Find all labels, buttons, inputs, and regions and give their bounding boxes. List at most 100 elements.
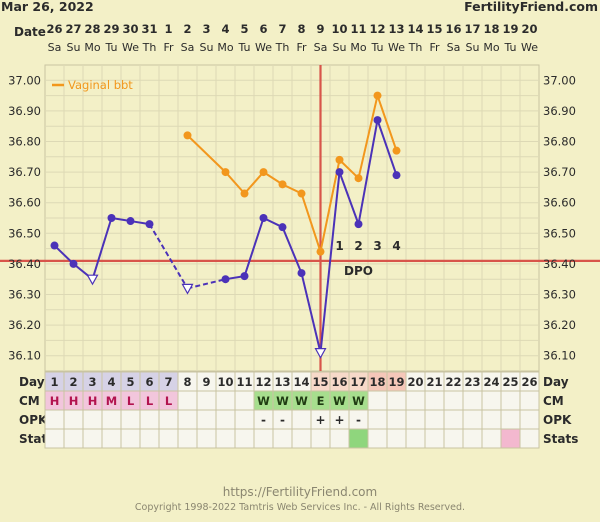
- date-label: 18: [483, 22, 499, 36]
- stats-cell[interactable]: [272, 428, 293, 449]
- opk-cell[interactable]: [234, 409, 255, 430]
- opk-cell[interactable]: [63, 409, 84, 430]
- cm-cell[interactable]: [424, 390, 445, 411]
- opk-cell[interactable]: [291, 409, 312, 430]
- date-label: 9: [316, 22, 324, 36]
- opk-cell[interactable]: [215, 409, 236, 430]
- stats-cell[interactable]: [120, 428, 141, 449]
- opk-value: +: [334, 413, 344, 427]
- stats-cell[interactable]: [462, 428, 483, 449]
- cycle-day-number: 18: [369, 375, 385, 389]
- opk-cell[interactable]: [424, 409, 445, 430]
- stats-cell[interactable]: [139, 428, 160, 449]
- vaginal-bbt-point: [354, 174, 363, 183]
- cycle-day-number: 5: [126, 375, 134, 389]
- cm-value: W: [352, 394, 365, 408]
- bbt-line-segment: [319, 171, 341, 353]
- stats-cell[interactable]: [329, 428, 350, 449]
- stats-cell[interactable]: [253, 428, 274, 449]
- dpo-number: 3: [373, 239, 381, 253]
- bbt-line-segment: [300, 272, 322, 353]
- weekday-label: We: [388, 41, 405, 54]
- stats-cell[interactable]: [348, 428, 369, 449]
- stats-cell[interactable]: [101, 428, 122, 449]
- opk-cell[interactable]: [386, 409, 407, 430]
- opk-cell[interactable]: [82, 409, 103, 430]
- cm-value: W: [295, 394, 308, 408]
- cm-cell[interactable]: [196, 390, 217, 411]
- stats-cell[interactable]: [177, 428, 198, 449]
- cm-cell[interactable]: [500, 390, 521, 411]
- weekday-label: Mo: [217, 41, 233, 54]
- opk-cell[interactable]: [101, 409, 122, 430]
- stats-cell[interactable]: [481, 428, 502, 449]
- bbt-line-segment: [148, 223, 189, 289]
- cm-value: L: [146, 394, 154, 408]
- cm-cell[interactable]: [177, 390, 198, 411]
- dpo-number: 4: [392, 239, 400, 253]
- y-tick-label-right: 36.30: [543, 288, 576, 302]
- stats-cell[interactable]: [405, 428, 426, 449]
- opk-cell[interactable]: [44, 409, 65, 430]
- stats-cell[interactable]: [82, 428, 103, 449]
- cycle-day-number: 10: [217, 375, 233, 389]
- opk-cell[interactable]: [120, 409, 141, 430]
- bbt-point: [373, 116, 382, 125]
- y-tick-label-right: 36.70: [543, 165, 576, 179]
- cm-cell[interactable]: [234, 390, 255, 411]
- opk-cell[interactable]: [462, 409, 483, 430]
- stats-cell[interactable]: [158, 428, 179, 449]
- bbt-line-segment: [53, 244, 75, 265]
- stats-cell[interactable]: [63, 428, 84, 449]
- cm-cell[interactable]: [481, 390, 502, 411]
- date-label: 8: [297, 22, 305, 36]
- date-label: 13: [388, 22, 404, 36]
- cm-cell[interactable]: [443, 390, 464, 411]
- stats-cell[interactable]: [443, 428, 464, 449]
- opk-cell[interactable]: [443, 409, 464, 430]
- bbt-line-segment: [281, 226, 303, 274]
- stats-cell[interactable]: [310, 428, 331, 449]
- date-label: 27: [65, 22, 81, 36]
- vaginal-bbt-point: [221, 168, 230, 177]
- opk-value: -: [261, 413, 266, 427]
- cm-cell[interactable]: [215, 390, 236, 411]
- y-tick-label-right: 37.00: [543, 73, 576, 87]
- stats-cell[interactable]: [291, 428, 312, 449]
- date-label: 29: [103, 22, 119, 36]
- weekday-label: Tu: [104, 41, 117, 54]
- y-tick-label-left: 36.40: [8, 257, 41, 271]
- cm-cell[interactable]: [462, 390, 483, 411]
- stats-cell[interactable]: [367, 428, 388, 449]
- stats-cell[interactable]: [519, 428, 540, 449]
- opk-cell[interactable]: [405, 409, 426, 430]
- cycle-day-number: 25: [502, 375, 518, 389]
- cm-cell[interactable]: [405, 390, 426, 411]
- stats-cell[interactable]: [424, 428, 445, 449]
- opk-cell[interactable]: [519, 409, 540, 430]
- cycle-day-number: 4: [107, 375, 115, 389]
- opk-cell[interactable]: [367, 409, 388, 430]
- stats-cell[interactable]: [500, 428, 521, 449]
- date-label: 1: [164, 22, 172, 36]
- cm-cell[interactable]: [519, 390, 540, 411]
- stats-cell[interactable]: [44, 428, 65, 449]
- weekday-label: Fr: [296, 41, 307, 54]
- bbt-line-segment: [376, 119, 398, 176]
- stats-cell[interactable]: [234, 428, 255, 449]
- opk-cell[interactable]: [500, 409, 521, 430]
- opk-cell[interactable]: [177, 409, 198, 430]
- stats-cell[interactable]: [215, 428, 236, 449]
- opk-cell[interactable]: [139, 409, 160, 430]
- footer-url[interactable]: https://FertilityFriend.com: [222, 485, 378, 499]
- cm-cell[interactable]: [386, 390, 407, 411]
- opk-cell[interactable]: [196, 409, 217, 430]
- opk-cell[interactable]: [158, 409, 179, 430]
- cycle-day-number: 26: [521, 375, 537, 389]
- weekday-label: Sa: [314, 41, 328, 54]
- cm-cell[interactable]: [367, 390, 388, 411]
- weekday-label: Mo: [483, 41, 499, 54]
- stats-cell[interactable]: [386, 428, 407, 449]
- stats-cell[interactable]: [196, 428, 217, 449]
- opk-cell[interactable]: [481, 409, 502, 430]
